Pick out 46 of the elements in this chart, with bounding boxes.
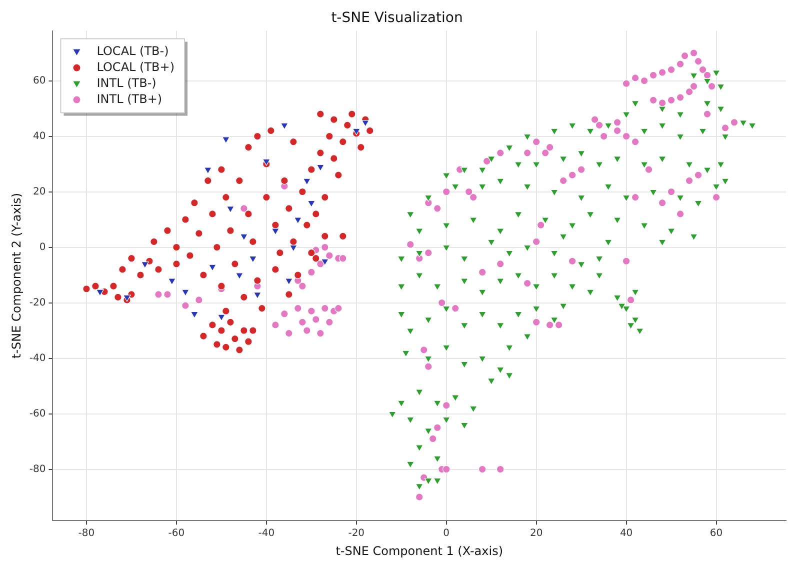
point — [240, 234, 248, 241]
point — [361, 120, 370, 127]
chart-title: t-SNE Visualization — [331, 10, 463, 26]
y-tick-label: -60 — [29, 408, 46, 420]
y-tick-label: -20 — [29, 297, 46, 308]
point — [302, 178, 311, 186]
y-tick-label: 20 — [33, 186, 46, 198]
y-tick-label: 60 — [33, 75, 46, 86]
point — [271, 228, 280, 236]
point — [182, 289, 190, 296]
x-tick-label: -40 — [258, 528, 275, 540]
point — [320, 258, 329, 266]
point — [316, 164, 324, 172]
legend-label: INTL (TB-) — [96, 76, 156, 90]
y-axis-title: t-SNE Component 2 (Y-axis) — [9, 192, 24, 359]
point — [226, 206, 234, 213]
y-tick-label: -40 — [29, 352, 46, 364]
point — [289, 244, 298, 252]
x-tick-label: -80 — [78, 528, 95, 540]
point — [294, 217, 302, 224]
x-tick-label: 60 — [710, 528, 723, 540]
point — [168, 278, 176, 286]
point — [208, 264, 216, 272]
x-tick-label: 0 — [443, 528, 450, 540]
x-axis-title: t-SNE Component 1 (X-axis) — [336, 544, 504, 558]
legend-label: LOCAL (TB+) — [96, 60, 175, 74]
x-tick-label: 40 — [620, 528, 633, 540]
y-tick-label: 40 — [33, 130, 46, 142]
point — [280, 122, 288, 130]
point — [248, 256, 257, 263]
point — [141, 262, 149, 268]
legend-label: INTL (TB+) — [96, 92, 162, 106]
point — [253, 292, 262, 299]
x-tick-label: -20 — [348, 528, 365, 540]
y-tick-label: 0 — [39, 242, 46, 253]
y-tick-label: -80 — [29, 464, 46, 475]
point — [222, 136, 230, 144]
legend-label: LOCAL (TB-) — [96, 44, 169, 58]
point — [96, 289, 104, 296]
point — [284, 278, 293, 286]
x-tick-label: -60 — [168, 528, 185, 540]
point — [307, 200, 316, 208]
x-tick-label: 20 — [530, 528, 543, 540]
point — [204, 167, 212, 174]
point — [217, 314, 226, 322]
point — [190, 311, 198, 318]
